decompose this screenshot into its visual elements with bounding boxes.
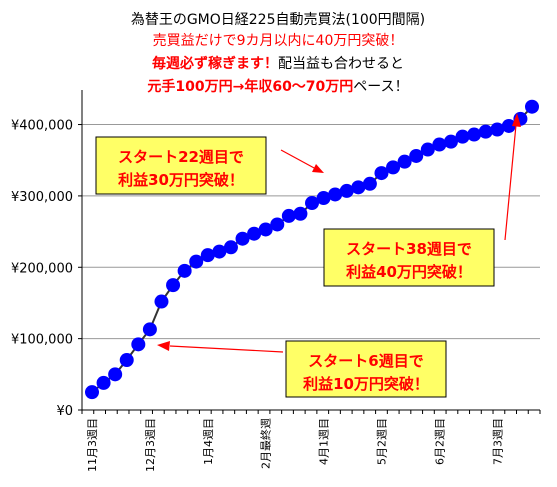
data-point bbox=[154, 294, 169, 309]
data-point bbox=[443, 134, 458, 149]
data-point bbox=[525, 99, 539, 114]
data-point bbox=[397, 154, 412, 169]
y-tick-label: ¥300,000 bbox=[11, 190, 73, 205]
x-tick-label: 2月最終週 bbox=[259, 418, 273, 469]
x-tick-label: 12月3週目 bbox=[144, 418, 157, 472]
data-point bbox=[108, 367, 123, 382]
y-tick-label: ¥0 bbox=[56, 404, 73, 419]
subtitle-line-3-emphasis: 毎週必ず稼ぎます！ bbox=[152, 55, 278, 72]
data-point bbox=[212, 244, 227, 259]
x-tick-labels: 11月3週目 12月3週目 1月4週目 2月最終週 4月1週目 5月2週目 6月2週目 7月3… bbox=[86, 418, 504, 472]
data-point bbox=[501, 118, 516, 133]
callout-week22-box bbox=[95, 136, 267, 195]
arrow-week22-head bbox=[312, 164, 324, 173]
data-point bbox=[362, 176, 377, 191]
callout-week38: スタート38週目で 利益40万円突破！ bbox=[323, 228, 495, 287]
data-point bbox=[293, 206, 308, 221]
x-tick-label: 11月3週目 bbox=[86, 418, 99, 472]
subtitle-line-4-rest: ペース！ bbox=[353, 79, 408, 95]
data-point bbox=[351, 180, 366, 195]
callout-week38-line1: スタート38週目で bbox=[346, 240, 472, 258]
callout-week22: スタート22週目で 利益30万円突破！ bbox=[95, 136, 267, 195]
data-point bbox=[281, 208, 296, 223]
arrow-week22 bbox=[280, 149, 317, 170]
data-point bbox=[177, 263, 192, 278]
callout-week38-box bbox=[323, 228, 495, 287]
subtitle-line-4: 元手100万円→年収60～70万円ペース！ bbox=[147, 78, 408, 95]
callout-week6-line2: 利益10万円突破！ bbox=[303, 375, 429, 393]
callout-week6-line1: スタート6週目で bbox=[308, 352, 423, 370]
data-point bbox=[119, 353, 134, 368]
x-tick-label: 6月2週目 bbox=[433, 418, 446, 465]
data-point bbox=[200, 248, 215, 263]
data-point bbox=[235, 231, 250, 246]
data-point bbox=[96, 375, 111, 390]
data-point bbox=[142, 322, 157, 337]
callout-week6-box bbox=[285, 340, 447, 398]
data-point bbox=[386, 160, 401, 175]
data-point bbox=[339, 183, 354, 198]
data-point bbox=[478, 124, 493, 139]
data-point bbox=[420, 142, 435, 157]
data-point bbox=[305, 196, 319, 211]
y-tick-labels: ¥0 ¥100,000 ¥200,000 ¥300,000 ¥400,000 bbox=[11, 119, 73, 419]
callout-week38-line2: 利益40万円突破！ bbox=[346, 263, 472, 281]
arrow-week38 bbox=[504, 124, 517, 241]
arrow-week38-head bbox=[512, 113, 521, 127]
callout-week22-line2: 利益30万円突破！ bbox=[118, 171, 244, 189]
data-point bbox=[131, 337, 146, 352]
axes bbox=[78, 90, 541, 414]
data-point bbox=[85, 385, 99, 400]
subtitle-line-3-rest: 配当益も合わせると bbox=[278, 56, 404, 72]
profit-series bbox=[85, 99, 539, 400]
x-tick-label: 4月1週目 bbox=[318, 418, 331, 465]
x-tick-label: 5月2週目 bbox=[375, 418, 388, 465]
data-point bbox=[258, 222, 273, 237]
arrow-week6-head bbox=[157, 341, 170, 351]
subtitle-line-2: 売買益だけで9カ月以内に40万円突破！ bbox=[153, 33, 404, 49]
y-tick-label: ¥400,000 bbox=[11, 119, 73, 134]
callout-week22-line1: スタート22週目で bbox=[118, 148, 244, 166]
data-point bbox=[432, 137, 447, 152]
subtitle-line-3: 毎週必ず稼ぎます！配当益も合わせると bbox=[152, 55, 404, 72]
callout-arrows bbox=[157, 113, 521, 353]
subtitle-line-4-emphasis: 元手100万円→年収60～70万円 bbox=[147, 78, 353, 95]
chart-title: 為替王のGMO日経225自動売買法(100円間隔) bbox=[131, 12, 425, 28]
y-tick-label: ¥100,000 bbox=[11, 333, 73, 348]
data-point bbox=[374, 166, 389, 181]
data-point bbox=[316, 191, 331, 206]
data-point bbox=[270, 217, 285, 232]
data-point bbox=[455, 129, 470, 144]
data-point bbox=[467, 127, 482, 142]
data-point bbox=[409, 148, 424, 163]
data-point bbox=[328, 187, 343, 202]
data-point bbox=[166, 278, 181, 293]
arrow-week6 bbox=[169, 345, 284, 353]
x-tick-label: 7月3週目 bbox=[491, 418, 504, 465]
x-tick-label: 1月4週目 bbox=[202, 418, 215, 465]
callout-week6: スタート6週目で 利益10万円突破！ bbox=[285, 340, 447, 398]
y-tick-label: ¥200,000 bbox=[11, 261, 73, 276]
data-point bbox=[247, 226, 262, 241]
data-point bbox=[189, 254, 204, 269]
data-point bbox=[223, 240, 238, 255]
data-point bbox=[490, 122, 505, 137]
